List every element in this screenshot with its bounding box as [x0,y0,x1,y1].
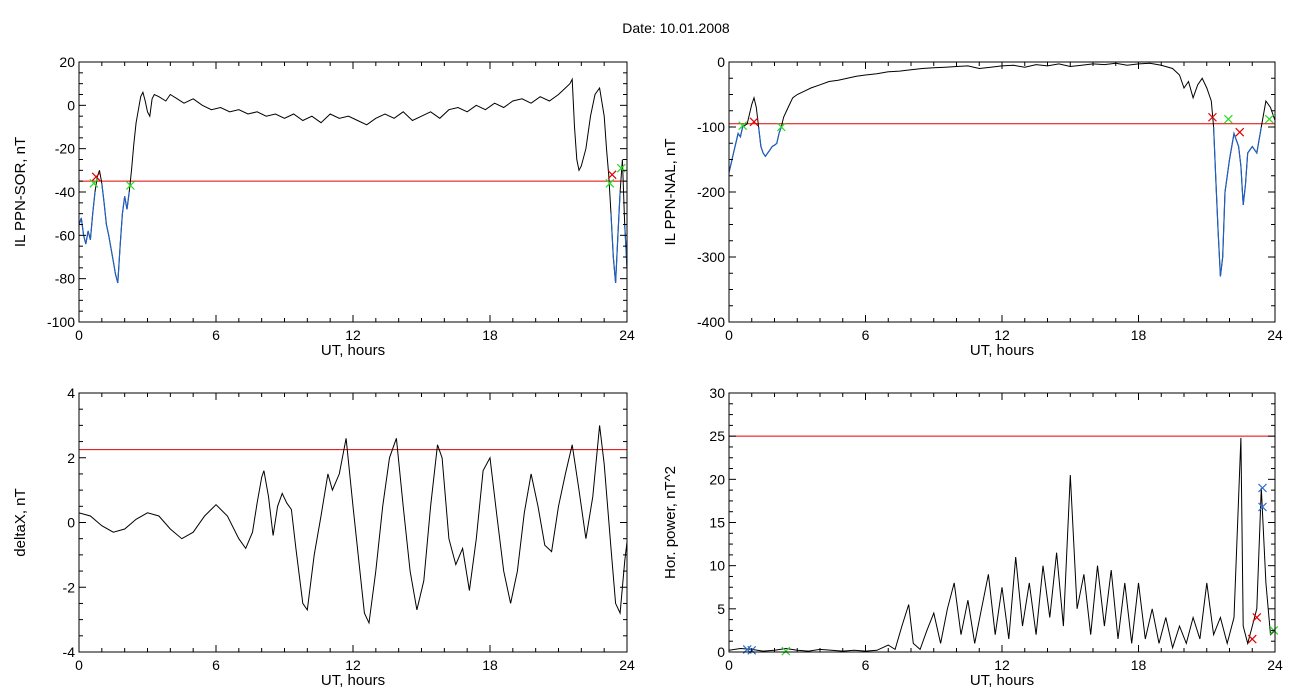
y-tick-label: 10 [709,558,725,574]
x-tick-label: 24 [619,657,635,673]
marker-green [125,181,135,190]
y-tick-label: 25 [709,428,725,444]
y-tick-label: 20 [709,471,725,487]
y-tick-label: -2 [63,579,76,595]
x-tick-label: 0 [75,657,83,673]
y-tick-label: 0 [67,515,75,531]
x-tick-label: 18 [482,327,498,343]
x-tick-label: 18 [1131,657,1147,673]
marker-green [89,178,99,188]
x-tick-label: 24 [619,327,635,343]
x-tick-label: 12 [994,327,1010,343]
y-axis-label: deltaX, nT [12,488,29,556]
marker-green [738,121,748,131]
x-tick-label: 6 [862,657,870,673]
x-tick-label: 12 [994,657,1010,673]
marker-green [1223,114,1233,124]
x-tick-label: 12 [345,657,361,673]
y-tick-label: 20 [59,54,75,70]
marker-red [91,172,101,182]
highlight-segment [758,126,782,158]
y-tick-label: -300 [697,249,725,265]
y-tick-label: -400 [697,314,725,330]
highlight-segment [610,191,621,284]
y-axis-label: IL PPN-SOR, nT [12,137,29,247]
y-tick-label: -20 [55,141,75,157]
x-tick-label: 0 [75,327,83,343]
marker-red [749,117,759,127]
marker-green [781,646,791,656]
marker-blue [1258,502,1267,512]
x-axis-label: UT, hours [970,342,1034,359]
x-tick-label: 18 [482,657,498,673]
y-tick-label: -100 [47,314,75,330]
series-line [79,425,627,625]
y-tick-label: -100 [697,119,725,135]
y-tick-label: -80 [55,271,75,287]
x-tick-label: 24 [1267,657,1283,673]
marker-red [1208,112,1217,122]
highlight-segment [101,183,130,284]
x-tick-label: 24 [1267,327,1283,343]
y-tick-label: 0 [717,644,725,660]
marker-red [1252,613,1262,622]
y-tick-label: 5 [717,601,725,617]
figure-title: Date: 10.01.2008 [622,20,730,36]
panel-2: 0 6 12 18 24 -400 -300 -200 -100 0 UT, hours IL PPN… [662,54,1283,359]
y-tick-label: 30 [709,385,725,401]
plot-frame [728,392,1276,653]
y-tick-label: 0 [67,97,75,113]
x-axis-label: UT, hours [970,672,1034,689]
plot-frame [78,392,628,653]
y-axis-label: Hor. power, nT^2 [662,466,679,579]
x-tick-label: 6 [862,327,870,343]
x-tick-label: 18 [1131,327,1147,343]
x-tick-label: 6 [212,327,220,343]
x-axis-label: UT, hours [321,672,385,689]
y-axis-label: IL PPN-NAL, nT [662,139,679,246]
y-tick-label: -4 [63,644,76,660]
plot-frame [728,61,1276,323]
marker-red [1235,127,1245,137]
plot-frame [78,61,628,323]
series-line [729,437,1275,652]
y-tick-label: -200 [697,184,725,200]
x-tick-label: 12 [345,327,361,343]
y-tick-label: 15 [709,515,725,531]
x-tick-label: 0 [725,327,733,343]
marker-red [1247,634,1257,644]
y-tick-label: 0 [717,54,725,70]
series-line [729,62,1275,277]
y-tick-label: 4 [67,385,75,401]
x-tick-label: 0 [725,657,733,673]
marker-green [776,122,786,132]
marker-red [607,170,617,180]
marker-green [1264,114,1274,124]
highlight-segment [729,126,744,173]
marker-green [616,163,626,173]
panel-4: 0 6 12 18 24 0 5 10 15 20 25 30 UT, hours Hor. power,… [662,385,1283,689]
x-tick-label: 6 [212,657,220,673]
y-tick-label: -60 [55,227,75,243]
panel-1: 0 6 12 18 24 -100 -80 -60 -40 -20 0 20 UT, hours IL P… [12,54,635,359]
marker-green [605,178,615,188]
y-tick-label: 2 [67,450,75,466]
x-axis-label: UT, hours [321,342,385,359]
marker-blue [1258,483,1267,493]
highlight-segment [79,191,96,245]
y-tick-label: -40 [55,184,75,200]
highlight-segment [1213,126,1262,277]
